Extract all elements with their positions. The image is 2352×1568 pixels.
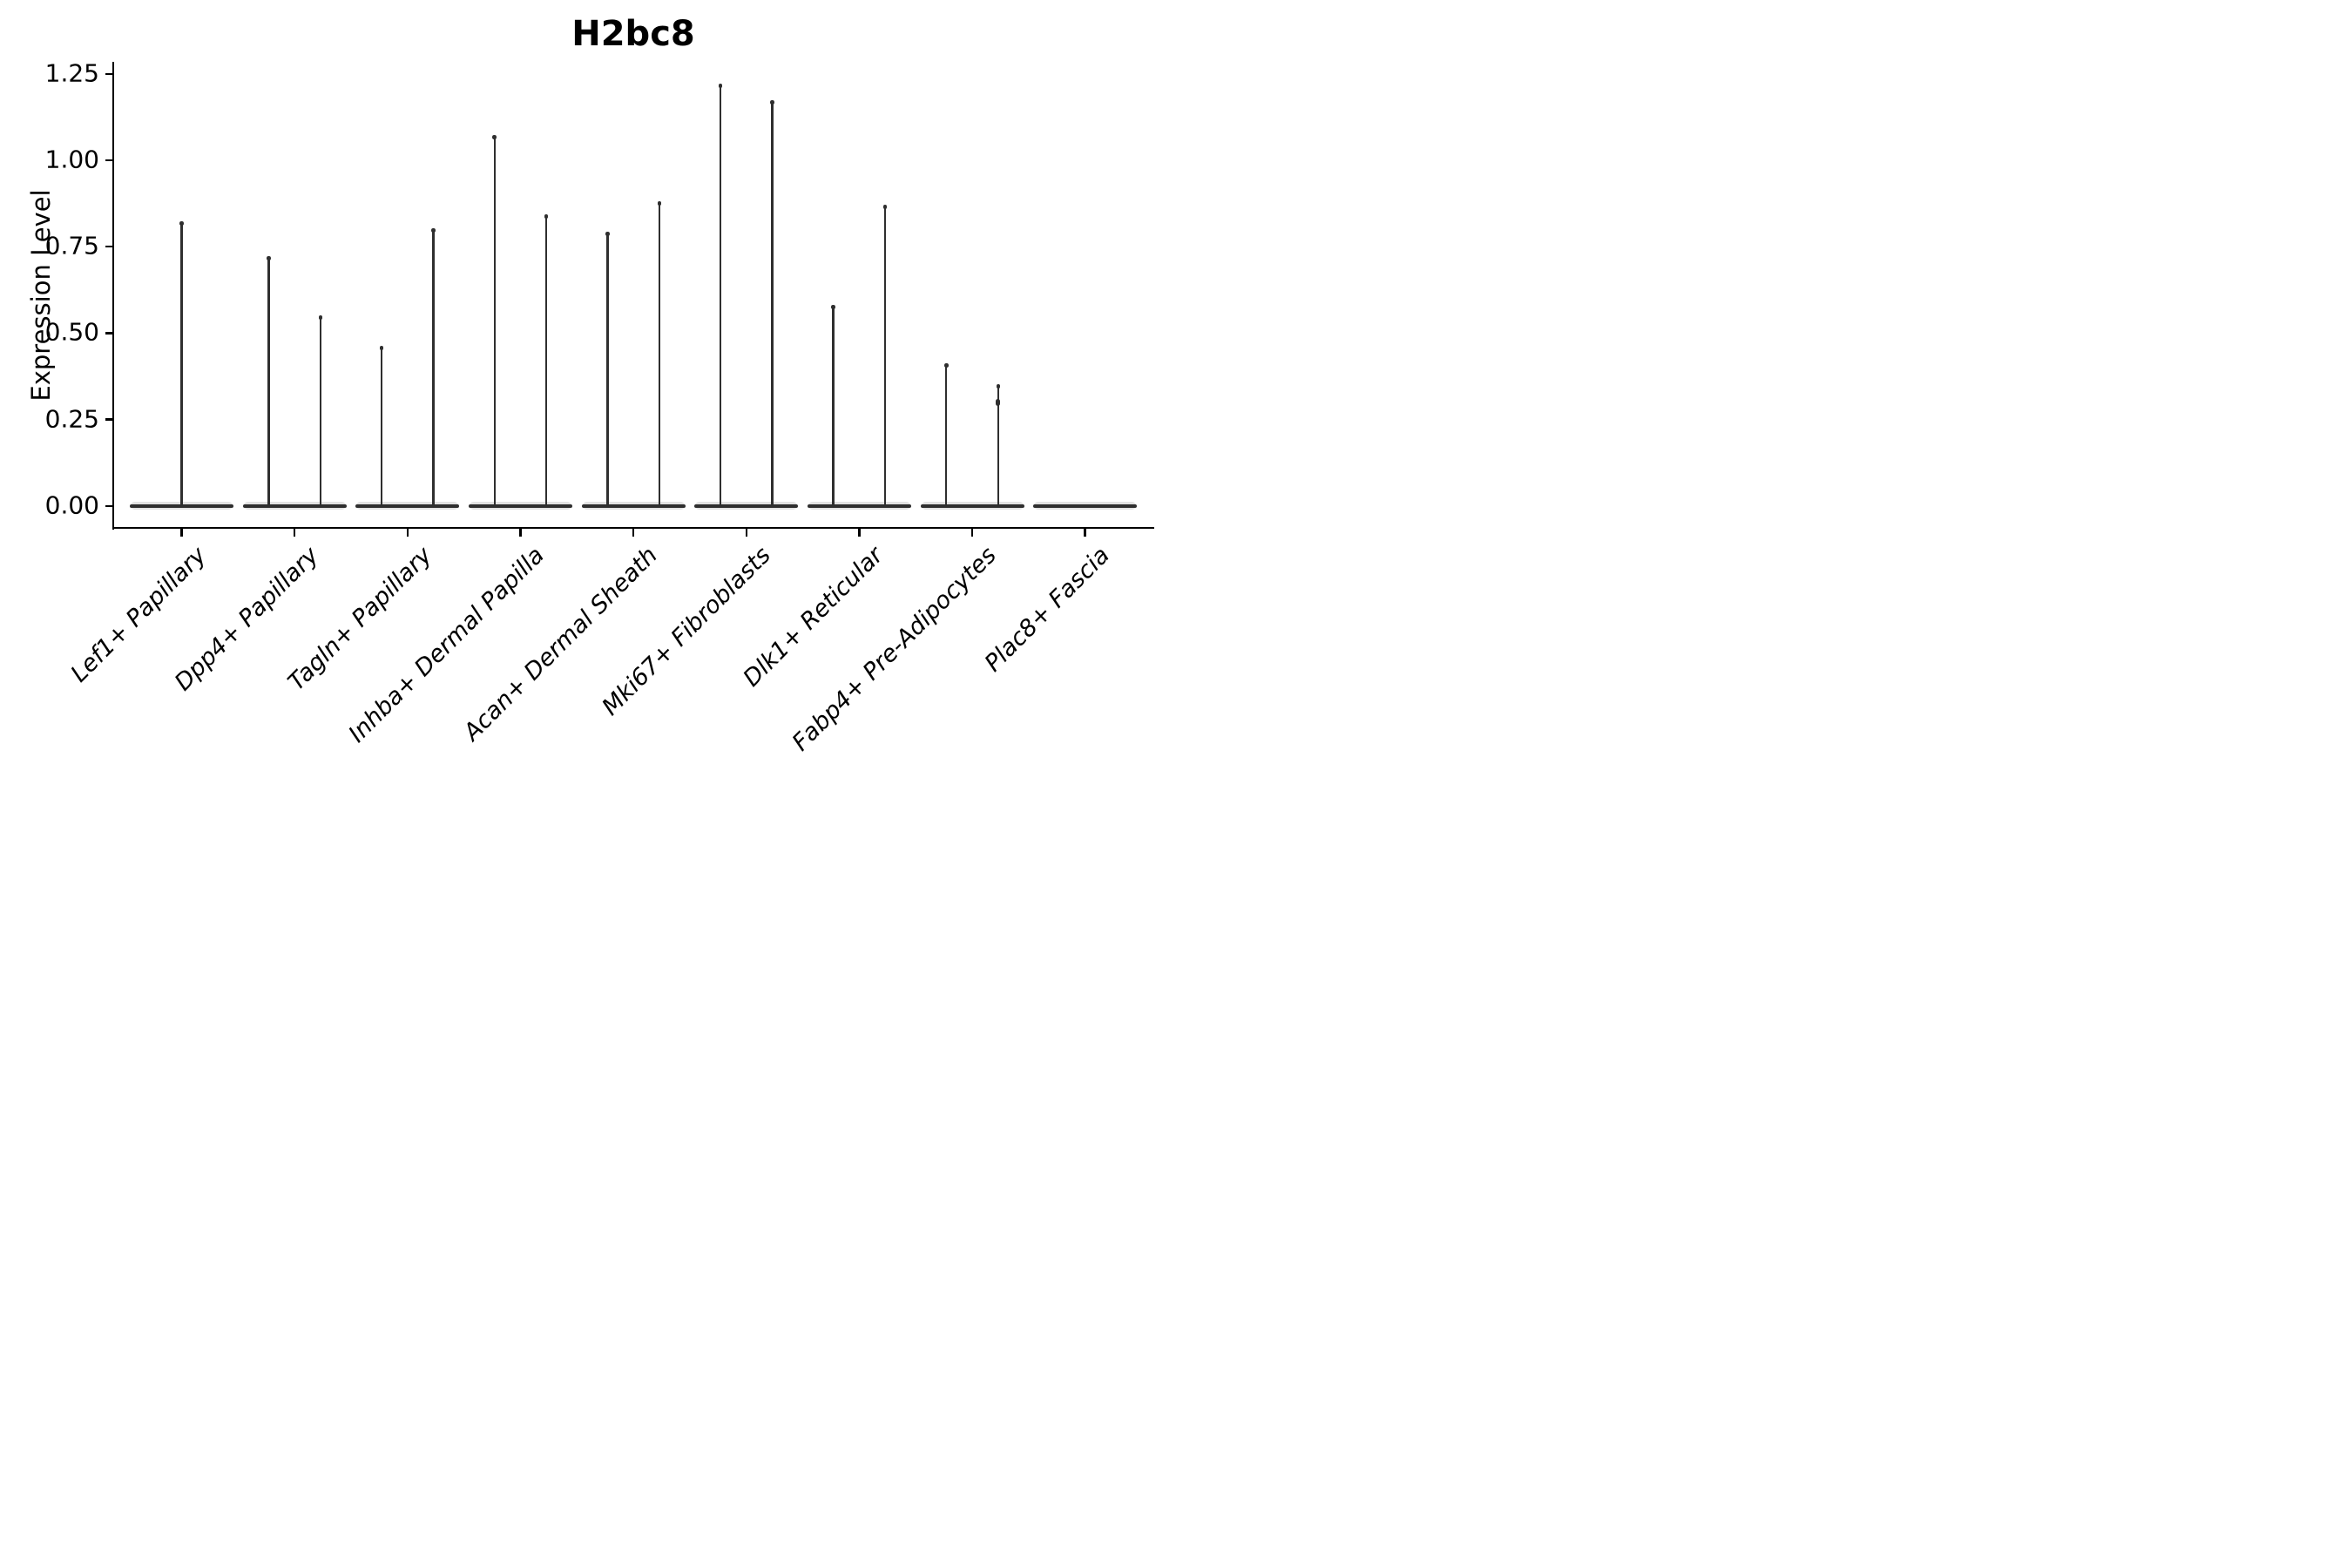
violin-base: [130, 504, 233, 508]
violin-spike-cap: [718, 83, 723, 88]
y-tick-label: 0.25: [44, 403, 99, 433]
x-tick-mark: [1084, 529, 1086, 537]
violin-base: [694, 504, 799, 508]
violin-base: [1033, 504, 1138, 508]
y-tick-mark: [105, 159, 112, 162]
y-axis-line: [112, 62, 115, 530]
violin-spike-cap: [267, 256, 271, 261]
violin-spike-knot: [996, 398, 1001, 406]
y-tick-mark: [105, 418, 112, 421]
x-tick-mark: [745, 529, 747, 537]
x-tick-mark: [180, 529, 183, 537]
violin-spike: [945, 364, 948, 506]
y-tick-label: 1.25: [44, 58, 99, 88]
violin-spike: [883, 205, 887, 506]
violin-spike: [606, 233, 609, 506]
x-tick-label: Inhba+ Dermal Papilla: [343, 542, 551, 748]
y-axis-label: Expression Level: [26, 189, 56, 402]
violin-spike-cap: [944, 363, 949, 368]
y-tick-mark: [105, 72, 112, 75]
x-tick-label: Fabp4+ Pre-Adipocytes: [787, 542, 1002, 757]
violin-spike: [658, 201, 661, 506]
x-tick-mark: [293, 529, 296, 537]
violin-base: [468, 504, 572, 508]
violin-spike: [771, 101, 774, 506]
x-axis-line: [112, 526, 1154, 530]
violin-spike: [180, 222, 183, 506]
violin-spike-cap: [544, 214, 549, 220]
x-tick-label: Acan+ Dermal Sheath: [458, 542, 664, 747]
violin-spike-cap: [882, 204, 888, 209]
y-tick-label: 1.00: [44, 145, 99, 174]
violin-spike-cap: [492, 135, 497, 140]
y-tick-mark: [105, 504, 112, 507]
violin-plot-figure: H2bc8 Expression Level 0.00 0.25 0.50 0.75 1…: [0, 0, 1176, 784]
violin-spike: [997, 384, 999, 506]
violin-spike-cap: [179, 221, 184, 226]
x-tick-mark: [970, 529, 974, 537]
violin-spike-cap: [770, 100, 774, 105]
violin-base: [807, 504, 911, 508]
violin-spike-cap: [379, 346, 384, 351]
x-tick-mark: [858, 529, 861, 537]
violin-spike: [267, 257, 270, 506]
violin-spike: [719, 84, 722, 506]
violin-base: [242, 504, 347, 508]
x-tick-mark: [519, 529, 522, 537]
y-tick-mark: [105, 245, 112, 248]
violin-spike: [319, 315, 322, 506]
violin-spike: [545, 215, 548, 506]
violin-spike-cap: [831, 304, 835, 309]
x-tick-mark: [406, 529, 409, 537]
violin-base: [920, 504, 1024, 508]
x-tick-mark: [632, 529, 635, 537]
y-tick-label: 0.75: [44, 231, 99, 260]
violin-spike-cap: [431, 228, 436, 233]
violin-spike-cap: [318, 314, 323, 320]
violin-spike-cap: [657, 200, 662, 206]
violin-spike-cap: [605, 232, 610, 237]
y-tick-label: 0.00: [44, 490, 99, 520]
violin-spike: [493, 136, 496, 506]
violin-spike: [832, 305, 835, 506]
violin-base: [355, 504, 460, 508]
violin-base: [581, 504, 686, 508]
y-tick-mark: [105, 332, 112, 335]
violin-spike: [380, 347, 383, 506]
violin-spike: [432, 229, 435, 506]
chart-title: H2bc8: [571, 14, 695, 54]
violin-spike-cap: [996, 383, 1001, 389]
y-tick-label: 0.50: [44, 317, 99, 347]
